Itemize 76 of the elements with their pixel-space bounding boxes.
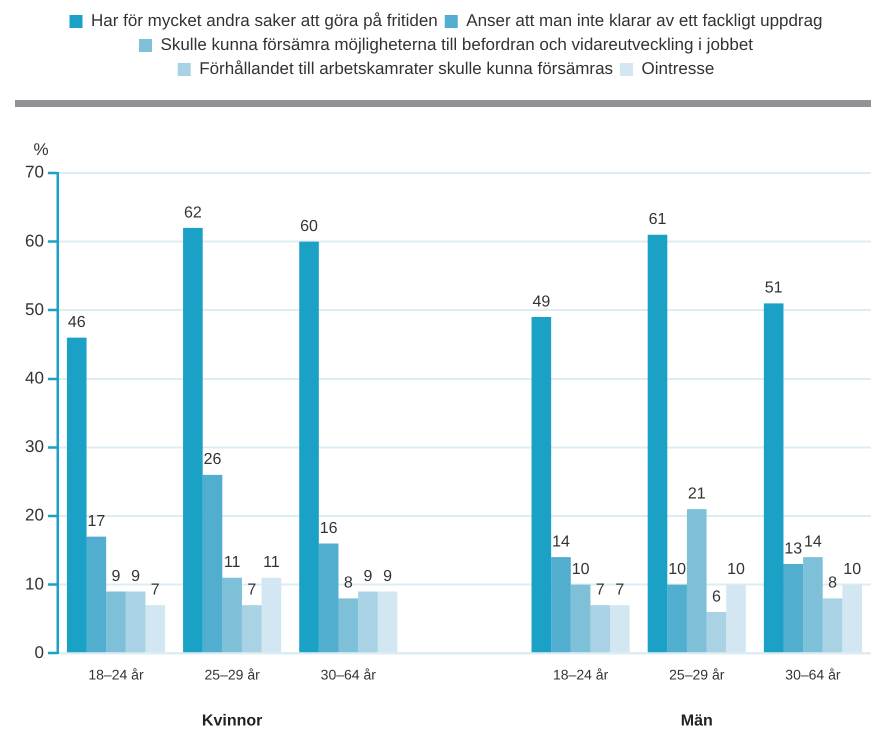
data-label: 10 bbox=[668, 561, 686, 578]
bar bbox=[706, 612, 726, 652]
data-label: 9 bbox=[112, 568, 121, 585]
bar bbox=[299, 242, 319, 652]
data-label: 49 bbox=[532, 293, 550, 310]
data-label: 61 bbox=[648, 211, 667, 228]
bar bbox=[66, 338, 87, 652]
bar bbox=[222, 578, 242, 652]
bar bbox=[358, 591, 378, 652]
x-tick-label: 30–64 år bbox=[785, 666, 841, 682]
x-tick-label: 18–24 år bbox=[552, 666, 609, 682]
bar bbox=[318, 543, 338, 652]
bar bbox=[803, 557, 823, 652]
data-label: 9 bbox=[363, 568, 372, 585]
data-label: 9 bbox=[131, 568, 140, 585]
data-label: 7 bbox=[247, 582, 256, 599]
data-label: 51 bbox=[764, 280, 783, 297]
bar bbox=[783, 564, 804, 652]
data-label: 8 bbox=[344, 574, 353, 592]
text: Män bbox=[680, 712, 713, 729]
bar bbox=[822, 598, 842, 652]
bar bbox=[242, 605, 262, 652]
data-label: 7 bbox=[615, 582, 624, 599]
bar bbox=[86, 536, 106, 652]
data-label: 6 bbox=[712, 588, 721, 606]
text: Kvinnor bbox=[202, 712, 262, 729]
y-tick-label: 0 bbox=[34, 642, 44, 662]
bar bbox=[764, 303, 784, 652]
data-label: 17 bbox=[87, 512, 106, 530]
data-label: 8 bbox=[828, 574, 838, 592]
data-label: 9 bbox=[383, 568, 392, 585]
bar bbox=[551, 557, 571, 652]
bar bbox=[183, 228, 203, 652]
bar bbox=[532, 317, 552, 652]
y-tick-label: 30 bbox=[24, 437, 44, 456]
data-label: 62 bbox=[184, 204, 202, 222]
x-tick-label: 30–64 år bbox=[320, 666, 376, 682]
data-label: 14 bbox=[804, 534, 822, 551]
y-tick-label: 10 bbox=[24, 574, 44, 594]
data-label: 14 bbox=[552, 534, 570, 551]
legend-label: Ointresse bbox=[642, 59, 714, 78]
bar bbox=[106, 591, 126, 652]
bar bbox=[590, 605, 610, 652]
y-tick-label: 40 bbox=[24, 368, 44, 388]
data-label: 11 bbox=[224, 554, 241, 572]
x-tick-label: 18–24 år bbox=[88, 666, 144, 682]
y-tick-label: 70 bbox=[24, 162, 44, 182]
data-label: 10 bbox=[572, 561, 590, 578]
data-label: 10 bbox=[843, 561, 862, 578]
y-tick-label: 60 bbox=[24, 231, 44, 250]
bar bbox=[667, 584, 687, 652]
data-label: 26 bbox=[204, 451, 222, 468]
data-label: 7 bbox=[150, 582, 160, 599]
x-tick-label: 25–29 år bbox=[204, 666, 260, 682]
bar bbox=[686, 509, 707, 652]
legend-label: Har för mycket andra saker att göra på fritiden bbox=[91, 11, 438, 30]
data-label: 16 bbox=[320, 520, 338, 537]
legend-label: Anser att man inte klarar av ett fackligt uppdrag bbox=[466, 11, 823, 30]
y-tick-label: 50 bbox=[24, 300, 44, 319]
bar bbox=[570, 584, 590, 652]
data-label: 60 bbox=[300, 218, 318, 236]
bar bbox=[202, 474, 222, 652]
data-label: 7 bbox=[596, 582, 605, 599]
data-label: 11 bbox=[263, 554, 280, 572]
bar bbox=[126, 591, 146, 652]
x-tick-label: 25–29 år bbox=[669, 666, 725, 682]
data-label: 10 bbox=[727, 561, 746, 578]
legend-label: Skulle kunna försämra möjligheterna till befordran och vidareutveckling i jobbet bbox=[160, 35, 754, 54]
data-label: 46 bbox=[68, 314, 86, 332]
y-axis-title: % bbox=[33, 140, 49, 159]
y-tick-label: 20 bbox=[24, 506, 44, 525]
bar bbox=[338, 598, 358, 652]
legend-label: Förhållandet till arbetskamrater skulle kunna försämras bbox=[199, 59, 614, 78]
data-label: 21 bbox=[688, 486, 706, 503]
bar bbox=[648, 234, 668, 652]
data-label: 13 bbox=[784, 540, 802, 558]
